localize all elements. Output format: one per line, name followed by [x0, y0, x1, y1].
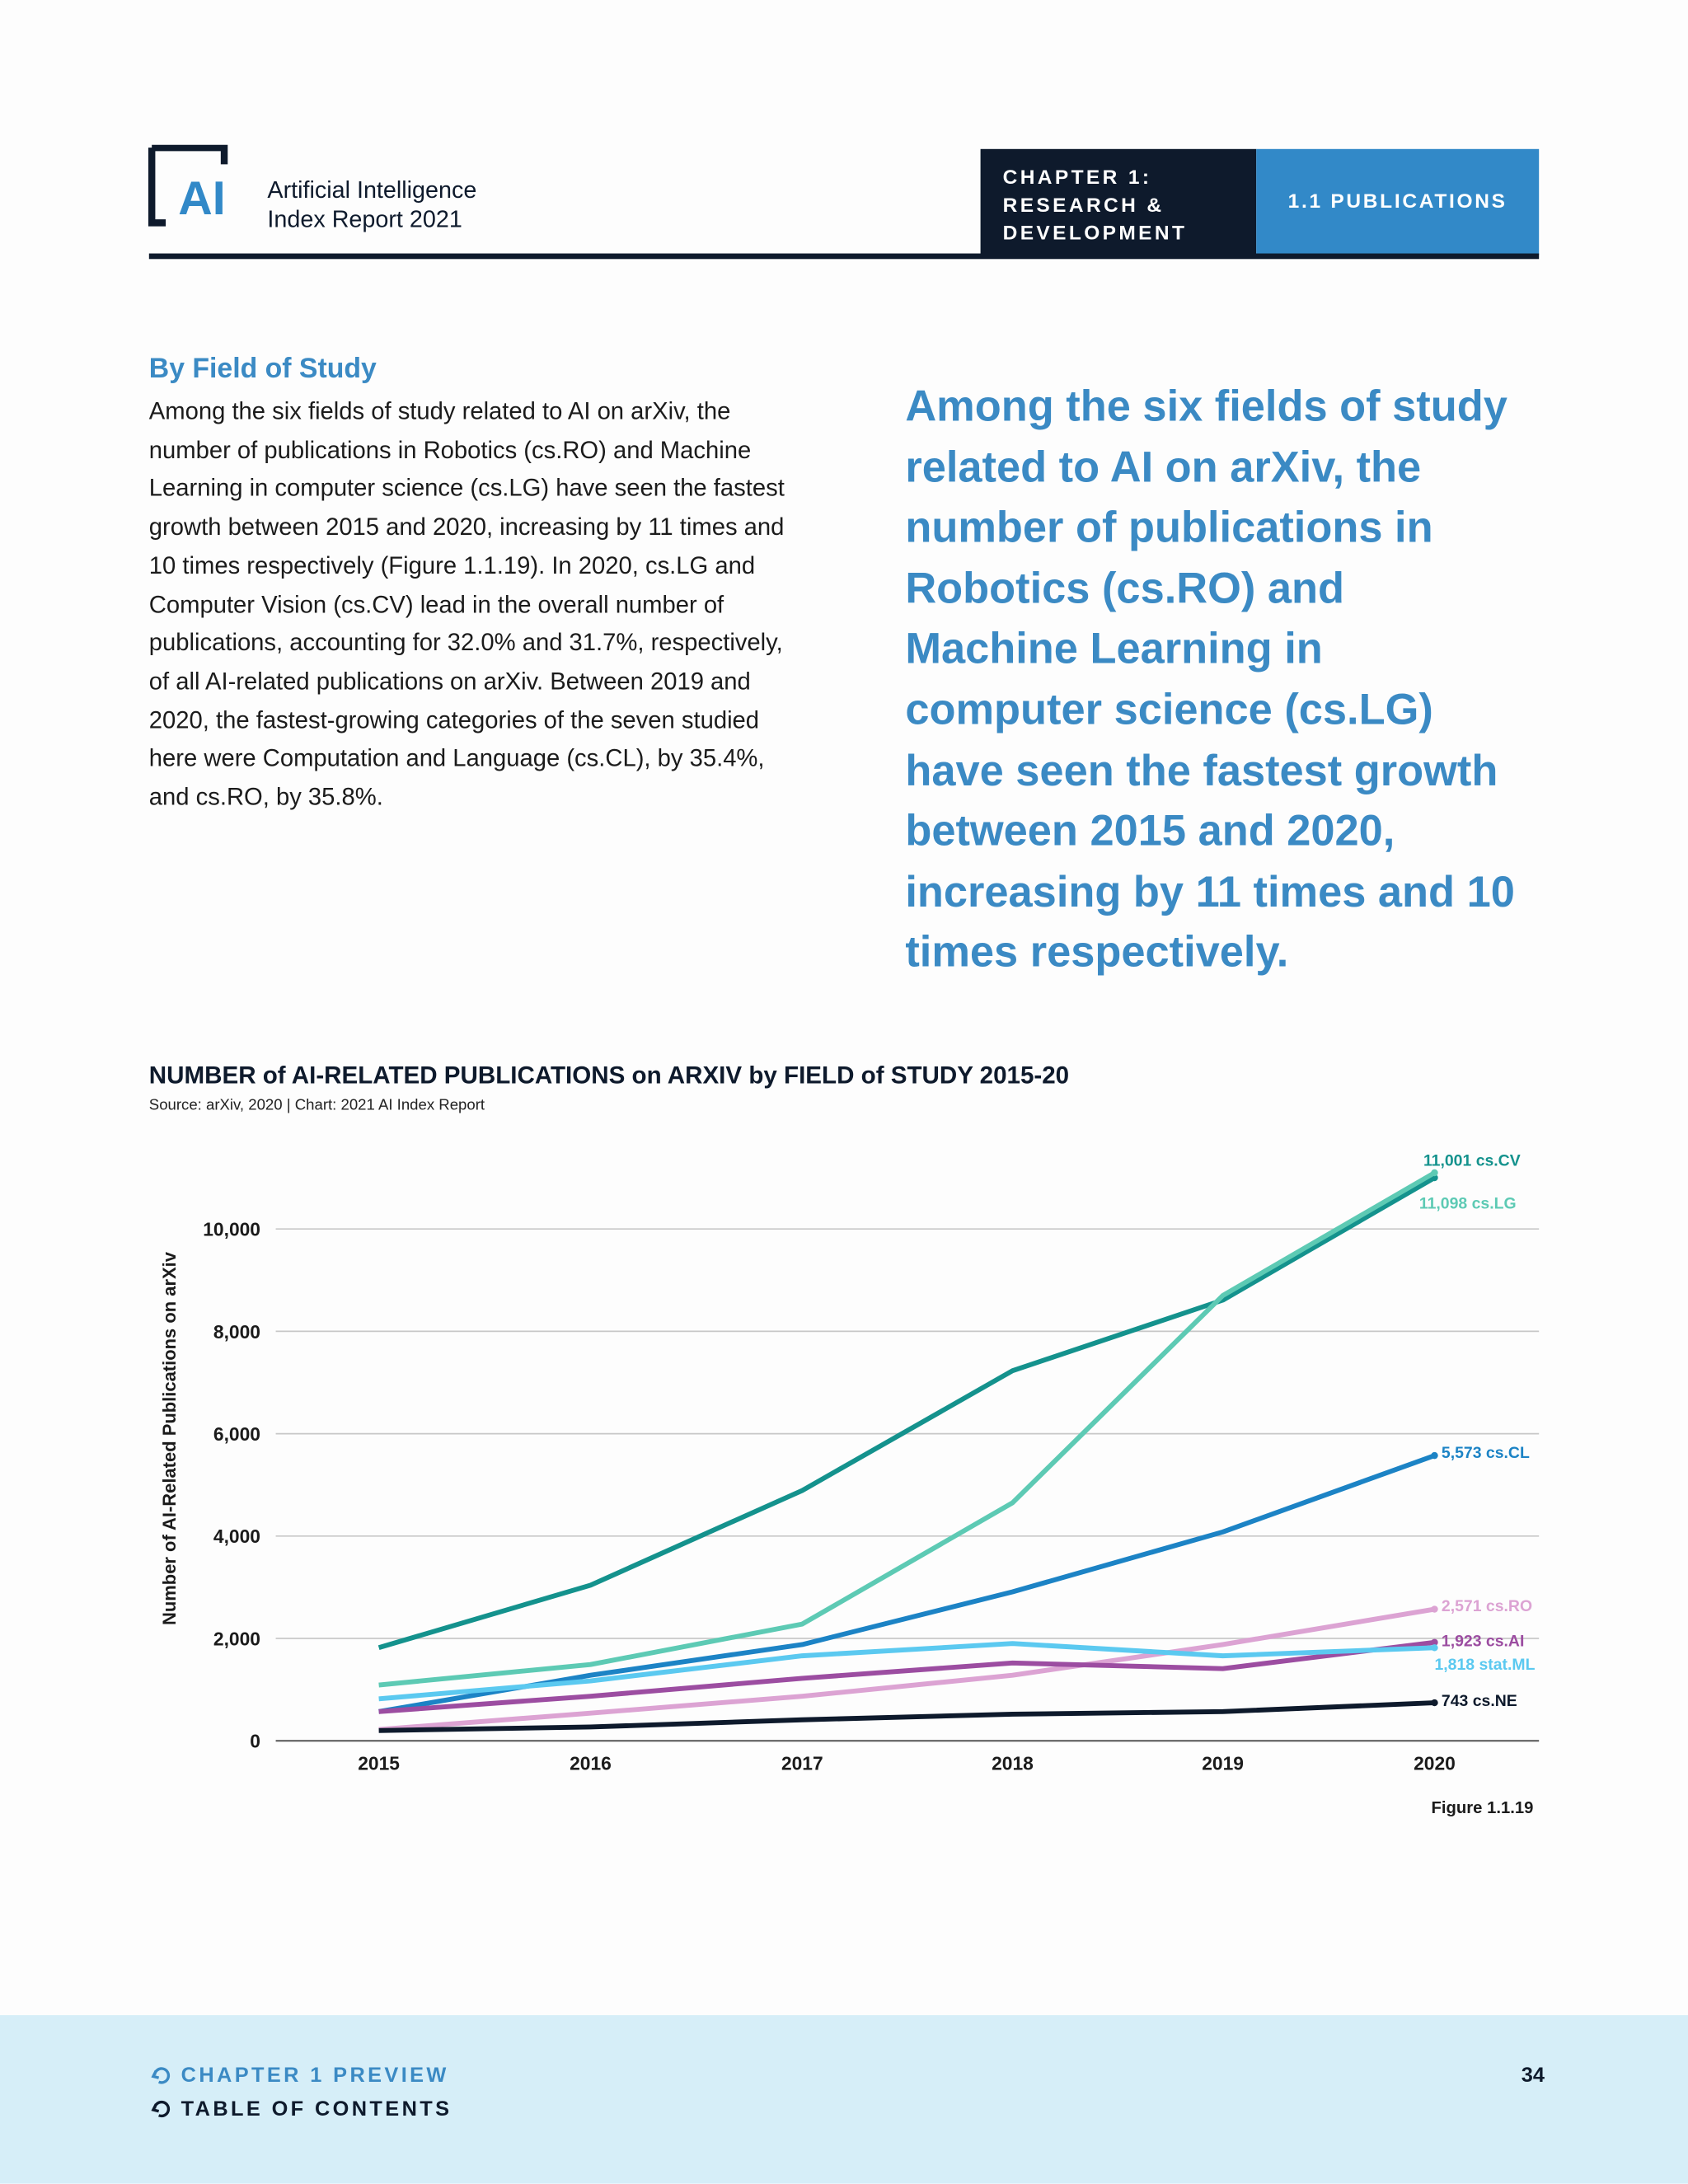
series-line: [378, 1641, 1435, 1702]
end-point: [1431, 1644, 1438, 1652]
chapter-preview-link[interactable]: CHAPTER 1 PREVIEW: [181, 2064, 449, 2088]
logo: AI: [148, 144, 228, 227]
y-tick-label: 10,000: [203, 1219, 260, 1240]
x-tick-label: 2017: [781, 1753, 823, 1774]
header-rule: [148, 253, 1540, 260]
toc-link[interactable]: TABLE OF CONTENTS: [181, 2097, 452, 2121]
y-tick-label: 2,000: [213, 1628, 260, 1649]
x-tick-label: 2020: [1414, 1753, 1456, 1774]
series-line: [378, 1170, 1436, 1688]
end-point: [1431, 1451, 1438, 1460]
heading: By Field of Study: [148, 354, 377, 385]
end-label: 1,923 cs.AI: [1442, 1632, 1524, 1650]
series-name: cs.CV: [1476, 1151, 1521, 1169]
end-point: [1431, 1638, 1438, 1647]
chapter-label: CHAPTER 1: RESEARCH & DEVELOPMENT: [980, 148, 1257, 255]
y-axis-label: Number of AI-Related Publications on arX…: [159, 1251, 180, 1625]
series-name: stat.ML: [1479, 1656, 1535, 1674]
series-line: [378, 1453, 1436, 1714]
chart-subtitle: Source: arXiv, 2020 | Chart: 2021 AI Ind…: [149, 1096, 485, 1113]
series-name: cs.AI: [1486, 1632, 1524, 1650]
series-line: [377, 1175, 1436, 1651]
value-label: 1,923: [1442, 1632, 1482, 1650]
series-line: [378, 1639, 1435, 1714]
end-point: [1431, 1605, 1438, 1613]
report-title: Artificial Intelligence Index Report 2021: [267, 176, 476, 234]
value-label: 11,098: [1419, 1195, 1468, 1213]
paragraph: Among the six fields of study related to…: [148, 396, 785, 811]
y-tick-label: 4,000: [213, 1526, 260, 1547]
chart-title: NUMBER of AI-RELATED PUBLICATIONS on ARX…: [149, 1062, 1069, 1090]
end-label: 743 cs.NE: [1442, 1692, 1517, 1710]
series-name: cs.NE: [1473, 1692, 1517, 1710]
footer: CHAPTER 1 PREVIEW TABLE OF CONTENTS 34: [0, 2015, 1688, 2184]
value-label: 5,573: [1442, 1444, 1482, 1462]
end-label: 2,571 cs.RO: [1442, 1597, 1532, 1615]
end-point: [1431, 1169, 1438, 1177]
y-tick-label: 0: [250, 1731, 260, 1752]
figure-label: Figure 1.1.19: [1432, 1799, 1534, 1817]
series-line: [378, 1606, 1435, 1732]
x-tick-label: 2016: [570, 1753, 612, 1774]
x-tick-label: 2015: [358, 1753, 400, 1774]
logo-text: AI: [178, 172, 225, 225]
value-label: 2,571: [1442, 1597, 1482, 1615]
report-title-line: Artificial Intelligence: [267, 176, 477, 204]
section-label: 1.1 PUBLICATIONS: [1256, 148, 1540, 255]
pull-quote: Among the six fields of study related to…: [905, 381, 1515, 977]
value-label: 1,818: [1434, 1656, 1475, 1674]
series-name: cs.CL: [1486, 1444, 1530, 1462]
end-label: 1,818 stat.ML: [1434, 1656, 1535, 1674]
end-label: 11,001 cs.CV: [1423, 1151, 1521, 1169]
y-tick-label: 6,000: [213, 1423, 260, 1445]
value-label: 743: [1442, 1692, 1469, 1710]
end-point: [1431, 1699, 1438, 1707]
x-tick-label: 2018: [992, 1753, 1034, 1774]
chart: NUMBER of AI-RELATED PUBLICATIONS on ARX…: [149, 1062, 1540, 1817]
x-tick-label: 2019: [1202, 1753, 1244, 1774]
y-tick-label: 8,000: [213, 1321, 260, 1343]
value-label: 11,001: [1423, 1151, 1472, 1169]
report-title-line: Index Report 2021: [267, 206, 462, 233]
end-label: 11,098 cs.LG: [1419, 1195, 1517, 1213]
page-number: 34: [1521, 2064, 1545, 2088]
end-label: 5,573 cs.CL: [1442, 1444, 1530, 1462]
series-name: cs.RO: [1486, 1597, 1532, 1615]
series-line: [378, 1700, 1435, 1733]
series-name: cs.LG: [1472, 1195, 1517, 1213]
return-icons: [151, 2067, 171, 2118]
